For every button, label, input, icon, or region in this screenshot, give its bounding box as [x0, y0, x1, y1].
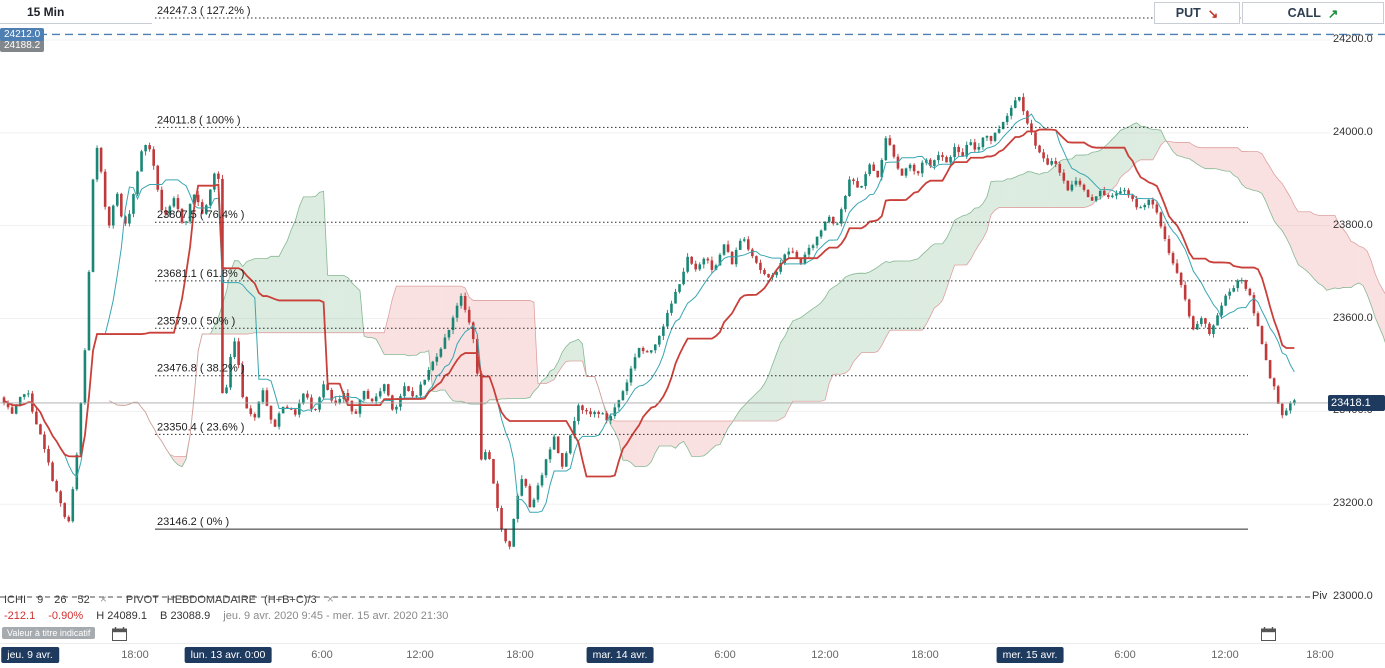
- low-value: 23088.9: [170, 610, 210, 622]
- put-button[interactable]: PUT ↘: [1154, 2, 1240, 24]
- x-axis-label: lun. 13 avr. 0:00: [185, 647, 272, 663]
- indicator-legend: ICHI 9 26 52 × PIVOT HEBDOMADAIRE (H+B+C…: [4, 592, 346, 606]
- price-alert-tag-blue[interactable]: 24212.0: [0, 28, 44, 41]
- fib-label: 23681.1 ( 61.8% ): [157, 268, 244, 280]
- call-button[interactable]: CALL ↗: [1242, 2, 1384, 24]
- fib-label: 23807.5 ( 76.4% ): [157, 209, 244, 221]
- y-axis-label: 23600.0: [1333, 312, 1373, 324]
- y-axis-label: 23200.0: [1333, 497, 1373, 509]
- x-axis-label: mer. 15 avr.: [997, 647, 1064, 663]
- x-axis-label: 18:00: [1306, 649, 1334, 661]
- ichimoku-legend-params[interactable]: 9 26 52: [37, 594, 90, 606]
- y-axis-label: 24200.0: [1333, 33, 1373, 45]
- ichimoku-close-icon[interactable]: ×: [100, 592, 107, 606]
- indicative-value-badge: Valeur à titre indicatif: [2, 627, 95, 639]
- fib-label: 24247.3 ( 127.2% ): [157, 5, 251, 17]
- y-axis-label: 23000.0: [1333, 590, 1373, 602]
- x-axis-label: 6:00: [311, 649, 332, 661]
- y-axis-label: 24000.0: [1333, 126, 1373, 138]
- y-axis[interactable]: 24200.024000.023800.023600.023400.023200…: [1330, 0, 1385, 645]
- x-axis-label: 6:00: [1114, 649, 1135, 661]
- pivot-close-icon[interactable]: ×: [327, 592, 334, 606]
- high-label: H: [96, 610, 104, 622]
- ichimoku-legend-name[interactable]: ICHI: [4, 594, 26, 606]
- last-price-tag: 23418.1: [1328, 395, 1385, 411]
- high-value: 24089.1: [107, 610, 147, 622]
- change-value: -212.1: [4, 610, 35, 622]
- pivot-axis-label: Piv: [1312, 590, 1327, 602]
- calendar-icon[interactable]: [1261, 627, 1276, 641]
- calendar-icon[interactable]: [112, 627, 127, 641]
- x-axis-label: 18:00: [911, 649, 939, 661]
- call-button-label: CALL: [1288, 6, 1321, 20]
- x-axis-label: 12:00: [811, 649, 839, 661]
- trade-panel: PUT ↘ CALL ↗: [1154, 2, 1384, 24]
- timeframe-label[interactable]: 15 Min: [27, 5, 64, 19]
- fib-label: 23476.8 ( 38.2% ): [157, 363, 244, 375]
- session-stats: -212.1 -0.90% H 24089.1 B 23088.9 jeu. 9…: [4, 610, 448, 622]
- put-arrow-icon: ↘: [1208, 6, 1218, 21]
- change-percent: -0.90%: [48, 610, 83, 622]
- x-axis-label: 12:00: [406, 649, 434, 661]
- fib-label: 24011.8 ( 100% ): [157, 114, 241, 126]
- timeframe-selector[interactable]: 15 Min: [0, 0, 152, 24]
- x-axis-label: 18:00: [506, 649, 534, 661]
- x-axis-label: 6:00: [714, 649, 735, 661]
- low-label: B: [160, 610, 167, 622]
- x-axis[interactable]: jeu. 9 avr. 18:00 lun. 13 avr. 0:00 6:00 12:…: [0, 643, 1385, 668]
- pivot-legend-name[interactable]: PIVOT HEBDOMADAIRE (H+B+C)/3: [126, 594, 317, 606]
- x-axis-label: jeu. 9 avr.: [1, 647, 59, 663]
- put-button-label: PUT: [1176, 6, 1201, 20]
- x-axis-label: mar. 14 avr.: [587, 647, 654, 663]
- x-axis-label: 18:00: [121, 649, 149, 661]
- call-arrow-icon: ↗: [1328, 6, 1338, 21]
- fib-label: 23579.0 ( 50% ): [157, 315, 235, 327]
- x-axis-label: 12:00: [1211, 649, 1239, 661]
- fib-label: 23146.2 ( 0% ): [157, 516, 229, 528]
- period-range: jeu. 9 avr. 2020 9:45 - mer. 15 avr. 202…: [223, 610, 448, 622]
- fib-label: 23350.4 ( 23.6% ): [157, 421, 244, 433]
- y-axis-label: 23800.0: [1333, 219, 1373, 231]
